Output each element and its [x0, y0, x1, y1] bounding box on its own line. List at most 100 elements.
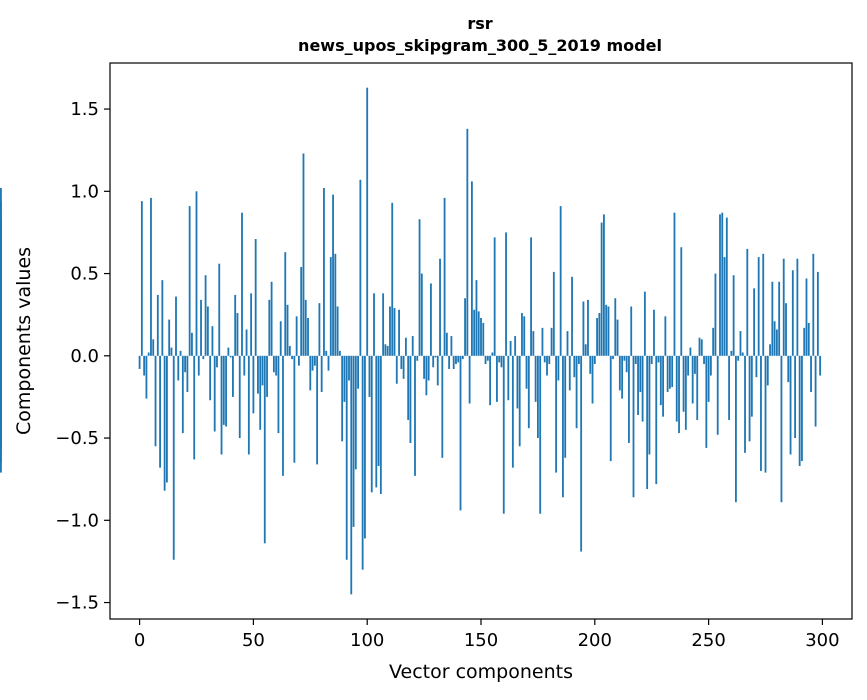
bar: [580, 355, 583, 552]
bar: [671, 355, 674, 388]
bar: [489, 355, 492, 406]
bar: [282, 355, 284, 476]
bar: [666, 355, 669, 392]
bar: [480, 317, 482, 356]
bar: [165, 355, 168, 483]
bar: [325, 350, 328, 356]
bar: [152, 339, 155, 356]
bar: [780, 355, 783, 503]
bar: [247, 355, 250, 455]
bar: [402, 355, 405, 379]
bar: [621, 355, 624, 399]
bar: [263, 355, 266, 544]
bar: [760, 355, 762, 471]
bar: [257, 355, 259, 394]
bar: [475, 280, 478, 356]
bar: [559, 206, 562, 356]
bar: [721, 212, 724, 356]
bar: [352, 355, 355, 527]
bar: [448, 355, 451, 369]
bar: [0, 201, 2, 356]
bar: [764, 355, 767, 473]
bar: [650, 355, 653, 365]
bar: [200, 299, 202, 356]
bar: [391, 202, 394, 356]
bar: [234, 294, 237, 356]
bar: [400, 355, 403, 369]
bar: [354, 355, 357, 470]
bar: [796, 258, 799, 356]
bar: [655, 355, 658, 485]
bar: [373, 293, 375, 356]
bar: [675, 355, 678, 422]
bar: [814, 355, 817, 427]
bar: [154, 355, 157, 447]
bar: [188, 206, 191, 356]
bar: [643, 291, 646, 356]
bar: [555, 355, 558, 473]
bar: [348, 355, 350, 381]
bar: [309, 355, 312, 391]
bar: [687, 355, 690, 376]
bar: [0, 293, 2, 356]
bar: [209, 355, 212, 401]
bar: [266, 355, 268, 397]
bar: [411, 336, 414, 356]
bar: [523, 316, 526, 356]
bar: [455, 355, 457, 365]
bar: [191, 332, 193, 356]
chart-subtitle: news_upos_skipgram_300_5_2019 model: [298, 36, 662, 55]
bar: [416, 355, 419, 361]
bar: [562, 355, 564, 498]
bar: [288, 345, 291, 356]
bar: [700, 339, 703, 356]
bar: [787, 355, 790, 383]
bar: [748, 355, 751, 442]
bar: [662, 355, 664, 417]
bar: [206, 306, 209, 356]
bar: [632, 355, 635, 498]
bar: [709, 355, 712, 376]
bar: [641, 355, 644, 422]
bar: [639, 355, 642, 392]
bar: [316, 355, 319, 465]
bar: [254, 239, 257, 356]
bar: [227, 347, 230, 356]
bar: [477, 311, 480, 356]
bar: [147, 352, 150, 356]
bar: [243, 355, 246, 376]
bar: [550, 327, 553, 356]
bar: [810, 355, 812, 392]
bar: [241, 212, 243, 356]
bar: [338, 350, 341, 356]
bar: [584, 344, 587, 356]
bar: [170, 347, 173, 356]
bar: [648, 355, 651, 455]
bar: [502, 355, 505, 514]
bar: [418, 219, 421, 356]
bar: [193, 355, 196, 460]
bar: [379, 355, 382, 494]
bar: [459, 355, 462, 511]
bar: [744, 355, 746, 453]
bar: [771, 281, 774, 356]
bar: [291, 355, 293, 360]
bar: [389, 306, 391, 356]
x-axis-label: Vector components: [389, 661, 573, 683]
bar: [511, 355, 514, 468]
bar: [498, 355, 501, 363]
bar: [587, 299, 589, 356]
bar: [694, 355, 696, 374]
bar: [603, 214, 605, 356]
bar: [311, 355, 314, 371]
bar: [739, 331, 742, 356]
bar: [530, 237, 532, 356]
bar: [568, 355, 571, 391]
bar: [138, 355, 141, 369]
bar: [798, 355, 801, 467]
bar: [350, 355, 353, 595]
bar: [753, 288, 756, 356]
bar: [384, 344, 387, 356]
bar: [140, 201, 143, 356]
bar: [769, 344, 771, 356]
